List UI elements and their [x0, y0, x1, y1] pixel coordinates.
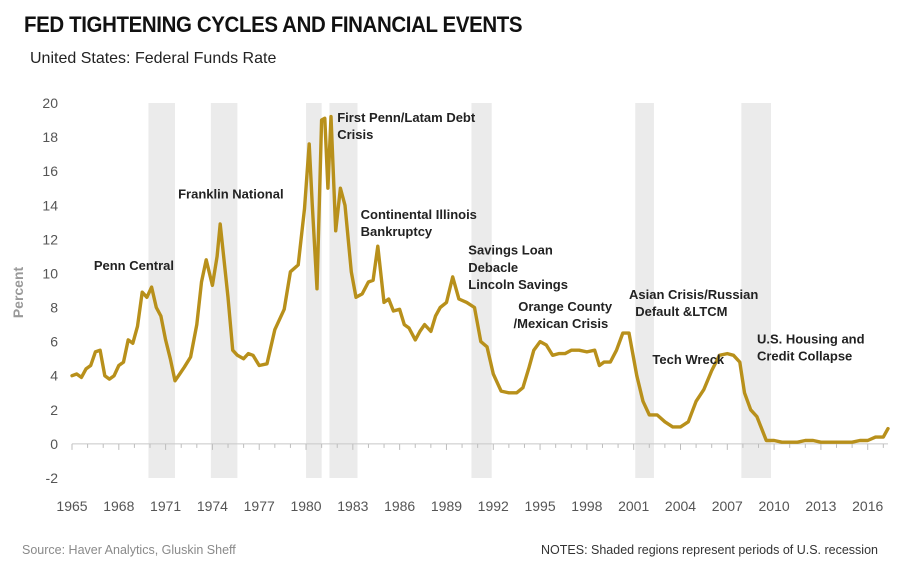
y-tick-label: 20 [42, 95, 58, 111]
y-tick-label: -2 [46, 470, 59, 486]
event-annotation: Lincoln Savings [468, 277, 568, 292]
chart-subtitle: United States: Federal Funds Rate [30, 50, 277, 67]
x-tick-label: 2004 [665, 498, 696, 514]
recession-band [471, 103, 492, 478]
series-layer [70, 114, 890, 444]
x-tick-label: 1992 [478, 498, 509, 514]
y-tick-label: 12 [42, 231, 58, 247]
event-annotation: Continental Illinois [361, 207, 477, 222]
x-tick-label: 1974 [197, 498, 228, 514]
x-tick-label: 2013 [805, 498, 836, 514]
event-annotation: Asian Crisis/Russian [629, 287, 758, 302]
recession-band [306, 103, 322, 478]
y-tick-label: 16 [42, 163, 58, 179]
x-tick-label: 2007 [712, 498, 743, 514]
chart-title: FED TIGHTENING CYCLES AND FINANCIAL EVEN… [24, 12, 523, 37]
line-chart: -2 0 2 4 6 8 10 12 14 16 18 20 1965 1968 1971 1974 1977 1… [10, 95, 890, 514]
notes-text: NOTES: Shaded regions represent periods … [541, 543, 878, 557]
event-annotation: Crisis [337, 127, 373, 142]
y-tick-label: 8 [50, 300, 58, 316]
event-annotation: U.S. Housing and [757, 331, 865, 346]
event-annotation: Penn Central [94, 258, 174, 273]
y-tick-label: 6 [50, 334, 58, 350]
recession-band [210, 103, 238, 478]
y-axis-label: Percent [10, 266, 26, 318]
y-tick-label: 0 [50, 436, 58, 452]
x-tick-label: 1986 [384, 498, 415, 514]
series-line [70, 114, 890, 444]
event-annotation: Debacle [468, 260, 518, 275]
event-annotation: Default &LTCM [635, 304, 727, 319]
x-tick-label: 1968 [103, 498, 134, 514]
event-annotation: Credit Collapse [757, 348, 852, 363]
event-annotation: Bankruptcy [361, 224, 433, 239]
x-tick-label: 1995 [524, 498, 555, 514]
event-annotation: Tech Wreck [652, 352, 725, 367]
y-tick-label: 14 [42, 197, 58, 213]
source-note: Source: Haver Analytics, Gluskin Sheff [22, 543, 236, 557]
x-tick-label: 2001 [618, 498, 649, 514]
event-annotation: /Mexican Crisis [514, 316, 609, 331]
x-tick-label: 1977 [244, 498, 275, 514]
y-tick-label: 2 [50, 402, 58, 418]
event-annotation: Savings Loan [468, 243, 553, 258]
y-tick-label: 4 [50, 368, 58, 384]
x-tick-label: 1983 [337, 498, 368, 514]
event-annotation: Franklin National [178, 186, 283, 201]
y-tick-label: 18 [42, 129, 58, 145]
event-annotation: Orange County [518, 299, 613, 314]
x-tick-label: 2016 [852, 498, 883, 514]
x-tick-label: 1989 [431, 498, 462, 514]
x-tick-label: 1998 [571, 498, 602, 514]
x-tick-label: 1965 [56, 498, 87, 514]
y-tick-label: 10 [42, 265, 58, 281]
event-annotations: Penn Central Franklin National First Penn/… [94, 110, 865, 367]
event-annotation: First Penn/Latam Debt [337, 110, 476, 125]
x-tick-label: 1980 [290, 498, 321, 514]
x-tick-label: 2010 [759, 498, 790, 514]
x-tick-label: 1971 [150, 498, 181, 514]
axes: -2 0 2 4 6 8 10 12 14 16 18 20 1965 1968 1971 1974 1977 1… [10, 95, 888, 514]
